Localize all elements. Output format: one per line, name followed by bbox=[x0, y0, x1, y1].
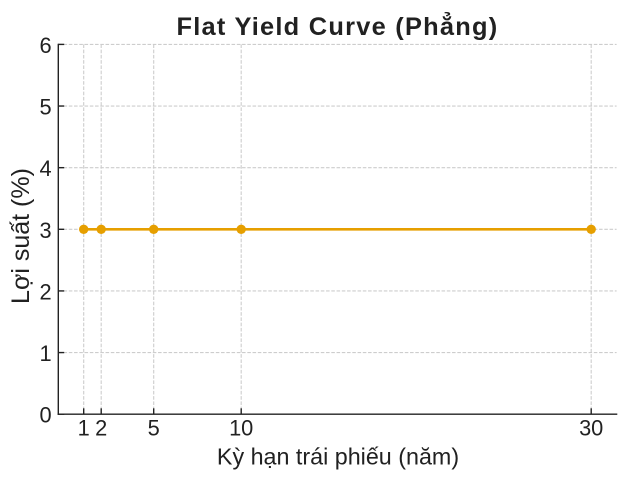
svg-text:1: 1 bbox=[78, 416, 90, 441]
svg-text:6: 6 bbox=[39, 33, 51, 58]
svg-text:0: 0 bbox=[39, 403, 51, 428]
svg-text:Kỳ hạn trái phiếu (năm): Kỳ hạn trái phiếu (năm) bbox=[217, 444, 459, 470]
svg-text:2: 2 bbox=[95, 416, 107, 441]
svg-text:30: 30 bbox=[579, 416, 603, 441]
svg-text:4: 4 bbox=[39, 156, 51, 181]
svg-text:10: 10 bbox=[229, 416, 253, 441]
svg-text:Lợi suất (%): Lợi suất (%) bbox=[7, 168, 35, 304]
svg-text:1: 1 bbox=[39, 341, 51, 366]
svg-text:5: 5 bbox=[39, 95, 51, 120]
svg-text:Flat Yield Curve (Phẳng): Flat Yield Curve (Phẳng) bbox=[176, 10, 498, 41]
svg-text:2: 2 bbox=[39, 279, 51, 304]
svg-text:3: 3 bbox=[39, 218, 51, 243]
svg-text:5: 5 bbox=[148, 416, 160, 441]
